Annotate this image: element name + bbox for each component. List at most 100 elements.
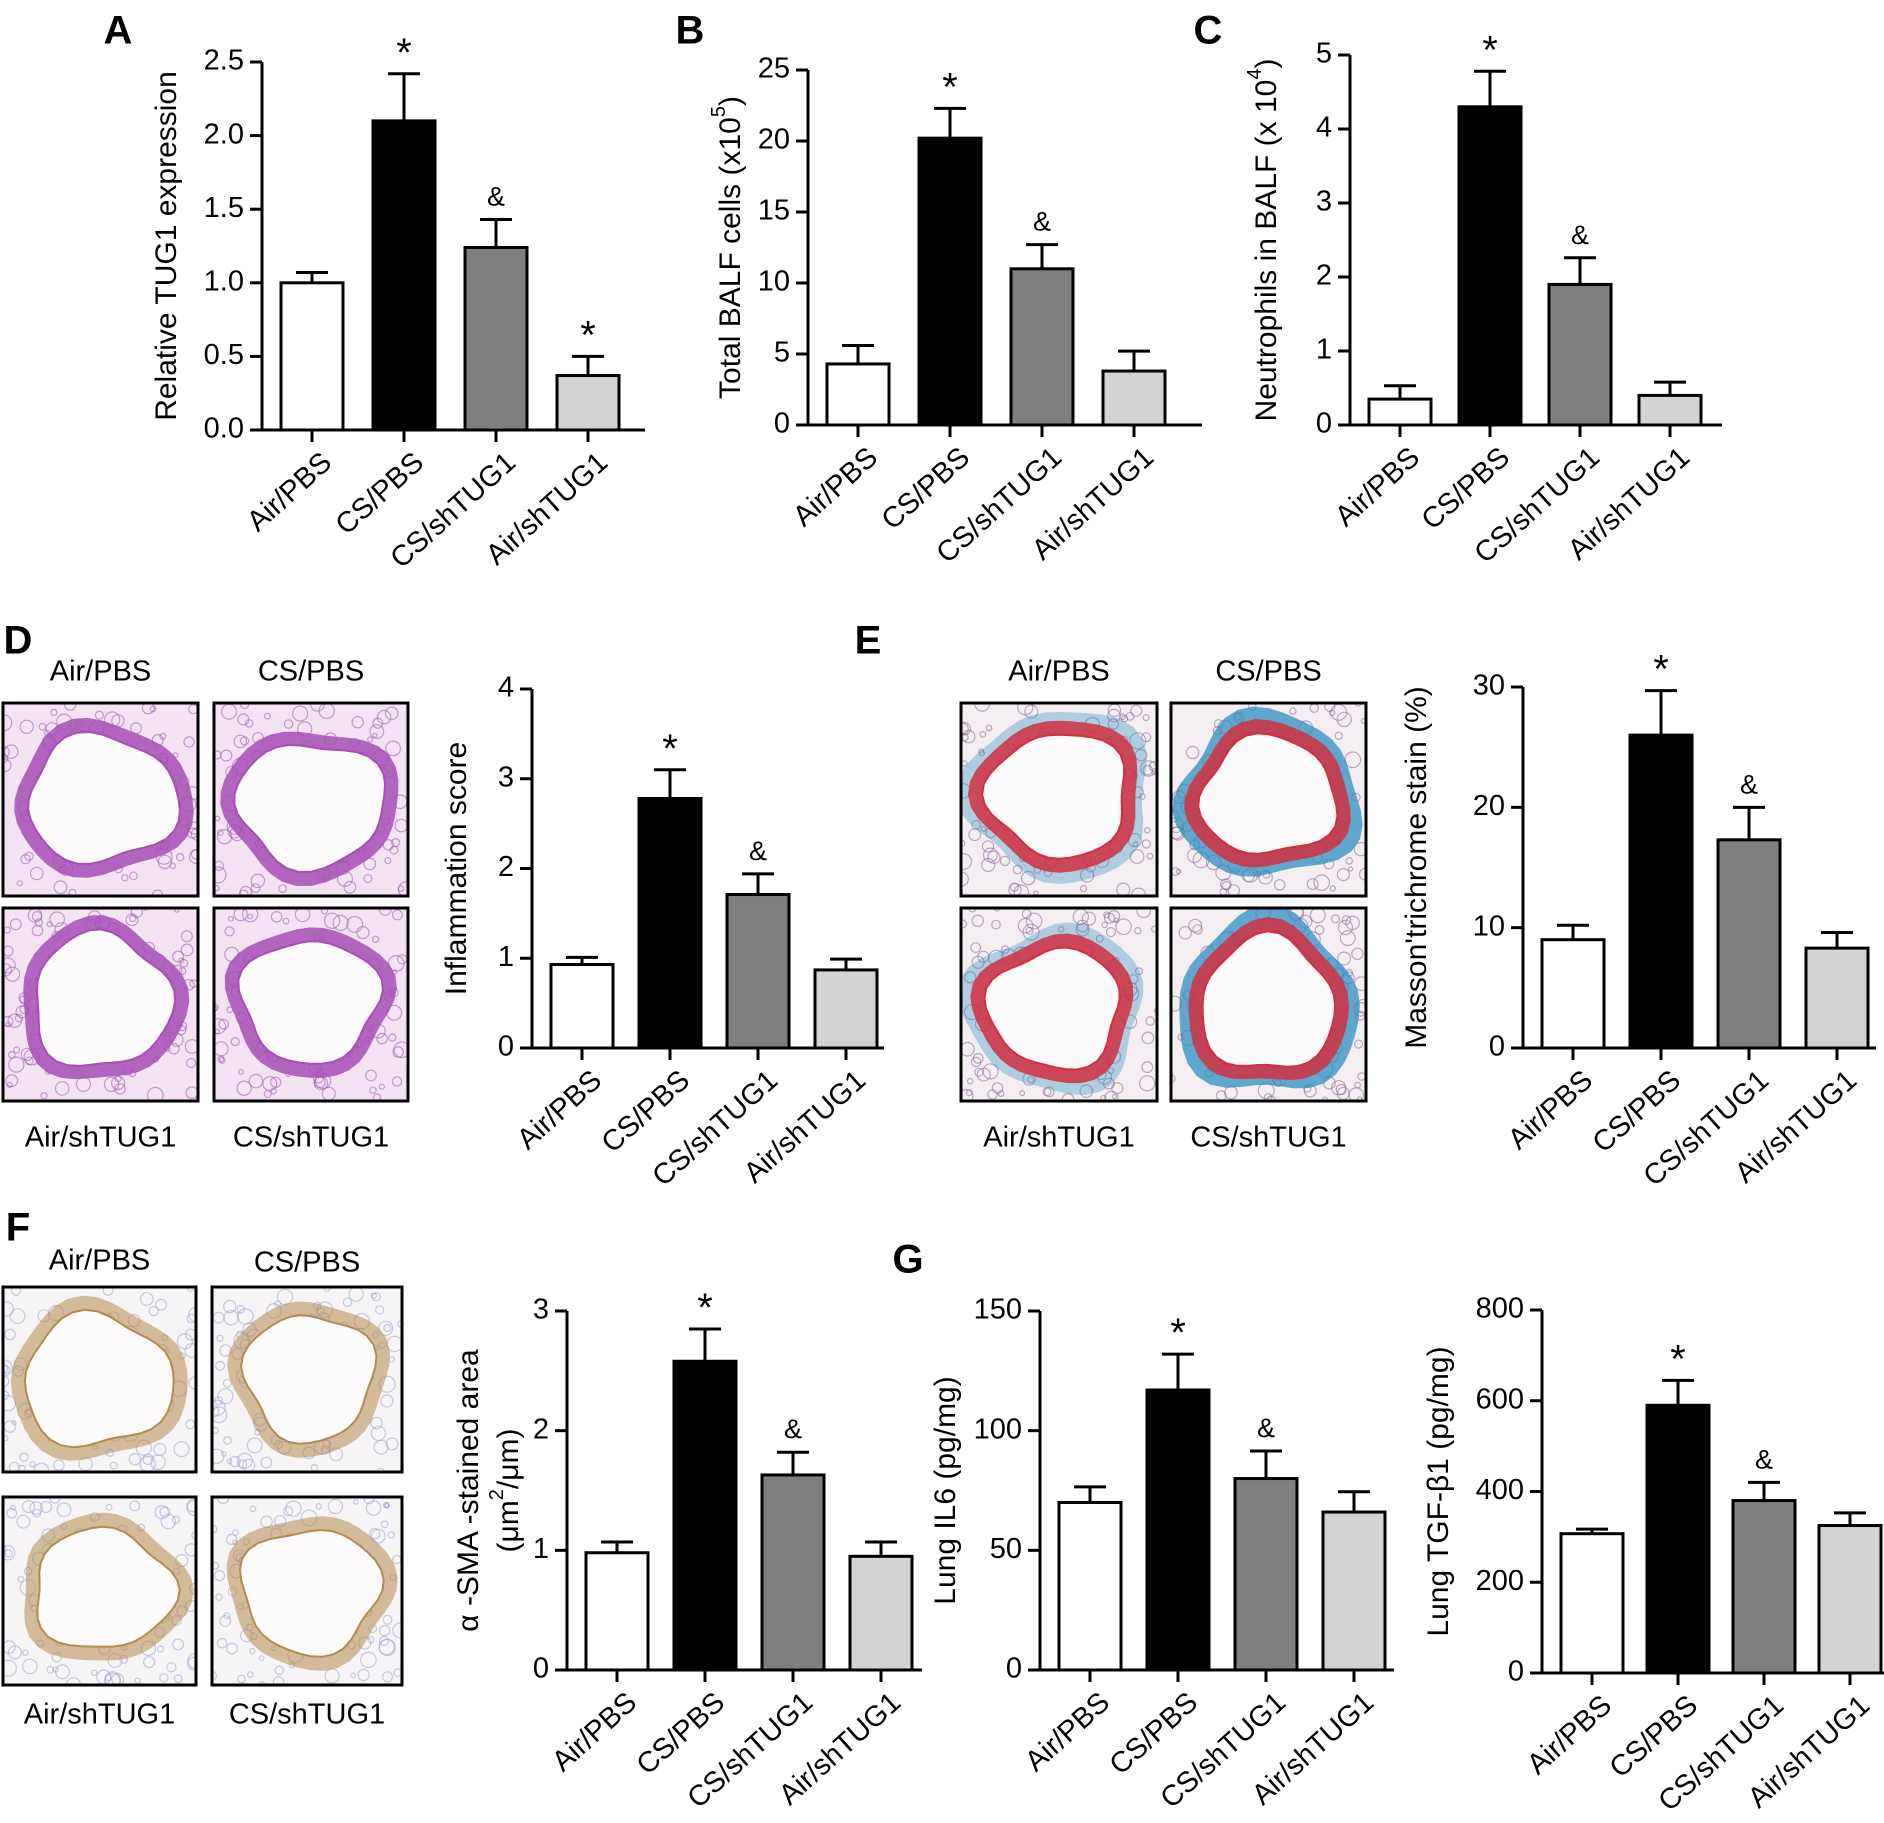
bar-air-shtug1 bbox=[1804, 946, 1870, 1050]
y-axis-label: Relative TUG1 expression bbox=[150, 71, 183, 421]
y-tick-label: 0 bbox=[1489, 1031, 1505, 1063]
y-tick-label: 10 bbox=[1473, 910, 1505, 942]
y-tick-label: 20 bbox=[1473, 790, 1505, 822]
bar-air-shtug1 bbox=[848, 1554, 914, 1672]
bar-cs-pbs bbox=[1457, 105, 1523, 427]
significance-asterisk: * bbox=[1670, 1337, 1686, 1381]
panel-letter-c: C bbox=[1194, 9, 1223, 53]
micrograph-label: CS/PBS bbox=[1215, 656, 1321, 688]
y-axis-label: Lung TGF-β1 (pg/mg) bbox=[1422, 1346, 1455, 1636]
category-label: Air/PBS bbox=[546, 1686, 643, 1778]
micrograph-label: CS/PBS bbox=[254, 1247, 360, 1279]
panel-letter-b: B bbox=[676, 9, 705, 53]
bar-air-pbs bbox=[1367, 397, 1433, 427]
significance-ampersand: & bbox=[1033, 207, 1051, 237]
y-tick-label: 150 bbox=[974, 1294, 1022, 1326]
micrograph-label: Air/shTUG1 bbox=[983, 1122, 1134, 1154]
y-axis-label: Neutrophils in BALF (x 104) bbox=[1244, 59, 1283, 422]
micrograph-label: Air/PBS bbox=[50, 656, 152, 688]
chart-b: B 0 5 10 15 20 25 Total BALF cells (x105) Air/PB… bbox=[676, 9, 1202, 570]
y-tick-label: 600 bbox=[1476, 1383, 1524, 1415]
y-axis-label: Inflammation score bbox=[440, 742, 473, 995]
y-tick-label: 4 bbox=[1316, 112, 1332, 144]
bar-cs-shtug1 bbox=[1233, 1477, 1299, 1672]
significance-ampersand: & bbox=[1755, 1444, 1773, 1474]
micrograph-cs-shtug1: CS/shTUG1 bbox=[212, 906, 410, 1154]
y-tick-label: 100 bbox=[974, 1413, 1022, 1445]
panel-letter-d: D bbox=[4, 619, 33, 663]
y-tick-label: 15 bbox=[758, 195, 790, 227]
significance-asterisk: * bbox=[697, 1286, 713, 1330]
significance-asterisk: * bbox=[1653, 648, 1669, 692]
significance-ampersand: & bbox=[1571, 220, 1589, 250]
y-tick-label: 3 bbox=[498, 761, 514, 793]
y-tick-label: 2.5 bbox=[204, 45, 244, 77]
bar-air-pbs bbox=[825, 362, 891, 427]
panel-letter-g: G bbox=[892, 1238, 923, 1282]
y-tick-label: 3 bbox=[533, 1294, 549, 1326]
bar-air-shtug1 bbox=[1321, 1510, 1387, 1672]
bar-air-pbs bbox=[549, 963, 615, 1050]
significance-asterisk: * bbox=[942, 65, 958, 109]
y-tick-label: 2 bbox=[533, 1413, 549, 1445]
y-tick-label: 0 bbox=[774, 408, 790, 440]
panel-letter-a: A bbox=[104, 9, 133, 53]
y-tick-label: 2 bbox=[498, 851, 514, 883]
y-tick-label: 4 bbox=[498, 672, 514, 704]
y-tick-label: 5 bbox=[1316, 38, 1332, 70]
y-tick-label: 0 bbox=[533, 1653, 549, 1685]
y-tick-label: 800 bbox=[1476, 1293, 1524, 1325]
significance-asterisk: * bbox=[580, 313, 596, 357]
significance-asterisk: * bbox=[396, 31, 412, 75]
micrograph-air-pbs: Air/PBS bbox=[1, 1245, 198, 1474]
micrograph-label: CS/PBS bbox=[258, 656, 364, 688]
significance-ampersand: & bbox=[487, 182, 505, 212]
significance-ampersand: & bbox=[1740, 769, 1758, 799]
bar-cs-shtug1 bbox=[725, 893, 791, 1050]
chart-a: A 0.0 0.5 1.0 1.5 2.0 2.5 Relative TUG1 express… bbox=[104, 9, 645, 575]
bar-cs-pbs bbox=[917, 136, 983, 427]
micrograph-grid-f: Air/PBS CS/PBS Air/shTUG1 CS/shTUG1 bbox=[1, 1245, 404, 1731]
significance-asterisk: * bbox=[1170, 1311, 1186, 1355]
bar-cs-shtug1 bbox=[760, 1473, 826, 1672]
micrograph-label: Air/PBS bbox=[1008, 656, 1110, 688]
bar-cs-shtug1 bbox=[1716, 838, 1782, 1050]
y-tick-label: 30 bbox=[1473, 670, 1505, 702]
y-tick-label: 2 bbox=[1316, 260, 1332, 292]
y-tick-label: 200 bbox=[1476, 1565, 1524, 1597]
y-axis-label: Lung IL6 (pg/mg) bbox=[929, 1376, 962, 1604]
bar-cs-pbs bbox=[672, 1359, 738, 1672]
bar-cs-pbs bbox=[371, 119, 437, 432]
category-label: Air/PBS bbox=[511, 1064, 608, 1156]
y-axis-label-units: (μm2/μm) bbox=[486, 1429, 525, 1553]
y-tick-label: 0 bbox=[498, 1031, 514, 1063]
bar-air-pbs bbox=[1540, 938, 1606, 1050]
y-tick-label: 1.5 bbox=[204, 192, 244, 224]
bar-cs-pbs bbox=[637, 796, 703, 1050]
micrograph-grid-e: Air/PBS CS/PBS Air/shTUG1 CS/shTUG1 bbox=[959, 656, 1368, 1154]
bar-air-pbs bbox=[1057, 1500, 1123, 1672]
micrograph-air-pbs: Air/PBS bbox=[959, 656, 1159, 898]
y-tick-label: 0 bbox=[1316, 408, 1332, 440]
category-label: Air/PBS bbox=[1521, 1689, 1618, 1781]
y-tick-label: 5 bbox=[774, 337, 790, 369]
micrograph-label: CS/shTUG1 bbox=[229, 1699, 385, 1731]
category-label: Air/PBS bbox=[1019, 1686, 1116, 1778]
y-tick-label: 10 bbox=[758, 266, 790, 298]
significance-ampersand: & bbox=[784, 1414, 802, 1444]
y-tick-label: 400 bbox=[1476, 1474, 1524, 1506]
micrograph-label: CS/shTUG1 bbox=[233, 1122, 389, 1154]
bar-cs-pbs bbox=[1645, 1403, 1711, 1675]
y-tick-label: 0 bbox=[1006, 1653, 1022, 1685]
micrograph-cs-pbs: CS/PBS bbox=[1169, 656, 1368, 898]
y-tick-label: 50 bbox=[990, 1533, 1022, 1565]
y-tick-label: 1 bbox=[1316, 334, 1332, 366]
micrograph-grid-d: Air/PBS CS/PBS Air/shTUG1 CS/shTUG1 bbox=[1, 656, 410, 1154]
y-tick-label: 20 bbox=[758, 124, 790, 156]
panel-letter-f: F bbox=[6, 1206, 30, 1250]
bar-air-shtug1 bbox=[1101, 369, 1167, 427]
micrograph-cs-pbs: CS/PBS bbox=[210, 1247, 404, 1474]
bar-cs-shtug1 bbox=[463, 245, 529, 432]
y-tick-label: 25 bbox=[758, 53, 790, 85]
chart-e: E 0 10 20 30 Masson'trichrome stain (%) Air/PB… bbox=[855, 619, 1876, 1193]
